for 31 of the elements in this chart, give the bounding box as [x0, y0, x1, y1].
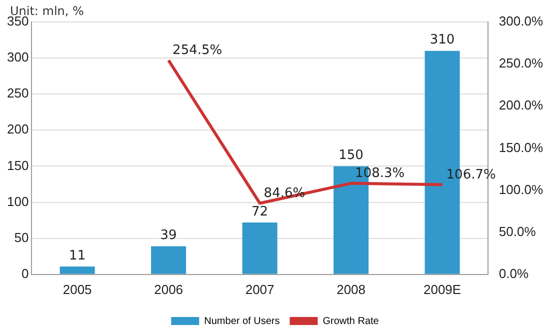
legend-label: Number of Users: [204, 316, 280, 327]
x-tick-label: 2006: [154, 282, 184, 297]
data-label: 150: [338, 148, 364, 164]
bar: [242, 222, 278, 274]
y-tick-label: 350: [6, 14, 29, 29]
y-tick-label: 150: [6, 158, 29, 173]
y-tick-label: 200: [6, 122, 29, 137]
y2-tick-label: 0.0%: [498, 266, 529, 281]
legend-label: Growth Rate: [322, 316, 380, 327]
y-tick-label: 300: [6, 50, 29, 65]
y-tick-label: 50: [14, 230, 29, 245]
data-label: 310: [430, 32, 455, 48]
y-tick-label: 250: [6, 86, 29, 101]
x-tick-label: 2008: [336, 282, 366, 297]
data-label: 11: [69, 248, 86, 264]
y2-tick-label: 300.0%: [498, 14, 544, 29]
y2-tick-label: 150.0%: [498, 140, 544, 155]
data-label: 39: [160, 228, 177, 244]
y2-tick-label: 100.0%: [498, 182, 544, 197]
bar: [60, 266, 95, 274]
y2-tick-label: 250.0%: [498, 56, 544, 71]
x-tick-label: 2005: [62, 282, 92, 297]
y2-tick-label: 200.0%: [498, 98, 544, 113]
x-tick-label: 2007: [245, 282, 274, 297]
data-label: 72: [252, 204, 268, 220]
y2-tick-label: 50.0%: [498, 224, 536, 239]
data-label: 254.5%: [172, 43, 222, 58]
y-tick-label: 0: [21, 266, 29, 281]
bar: [151, 246, 186, 274]
y-tick-label: 100: [6, 194, 29, 209]
x-tick-label: 2009E: [423, 282, 462, 297]
